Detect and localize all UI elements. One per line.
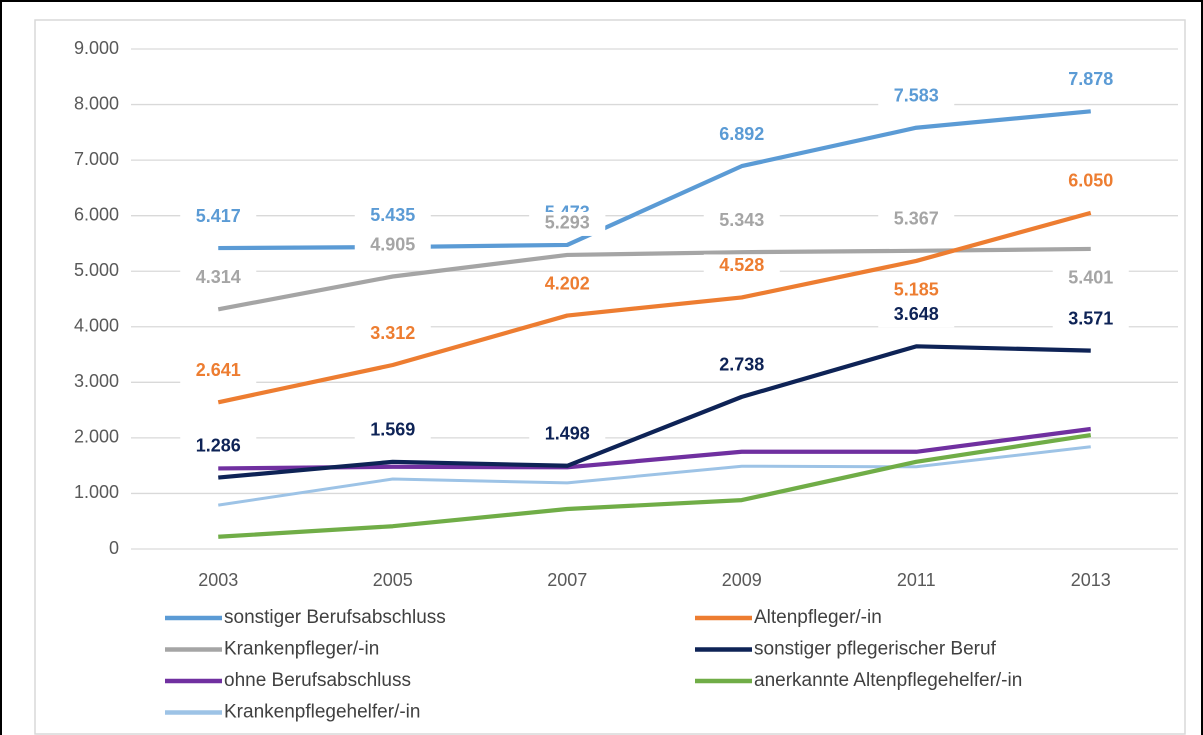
series-line xyxy=(217,210,1092,405)
data-label: 5.293 xyxy=(545,213,590,233)
data-label-bg xyxy=(354,322,431,346)
data-label: 2.738 xyxy=(719,355,764,375)
x-tick-label: 2005 xyxy=(373,570,413,590)
data-label-bg xyxy=(878,207,955,232)
legend-label: Altenpfleger/-in xyxy=(754,607,882,628)
y-tick-label: 2.000 xyxy=(74,427,119,447)
data-label: 7.878 xyxy=(1068,69,1113,89)
data-label-bg xyxy=(703,123,780,148)
data-label-bg xyxy=(180,205,257,230)
x-tick-label: 2003 xyxy=(198,570,238,590)
y-tick-label: 4.000 xyxy=(74,316,119,336)
data-label-bg xyxy=(1052,266,1129,291)
legend-label: anerkannte Altenpflegehelfer/-in xyxy=(754,670,1022,691)
x-tick-label: 2007 xyxy=(547,570,587,590)
y-tick-label: 1.000 xyxy=(74,482,119,502)
data-label-bg xyxy=(703,254,780,279)
data-label-bg xyxy=(703,209,780,234)
legend-label: sonstiger Berufsabschluss xyxy=(224,607,446,628)
data-label-bg xyxy=(354,418,431,443)
y-tick-label: 7.000 xyxy=(74,149,119,169)
data-label: 5.185 xyxy=(894,280,939,300)
data-label-bg xyxy=(878,278,955,303)
y-tick-label: 8.000 xyxy=(74,93,119,113)
data-label-bg xyxy=(180,359,257,384)
data-label: 5.435 xyxy=(370,205,415,225)
data-label-bg xyxy=(529,272,606,297)
series-line xyxy=(218,433,1092,539)
legend-label: ohne Berufsabschluss xyxy=(224,670,411,691)
data-label: 6.050 xyxy=(1068,171,1113,191)
y-tick-label: 5.000 xyxy=(74,260,119,280)
x-tick-label: 2009 xyxy=(722,570,762,590)
data-label: 4.905 xyxy=(370,234,415,254)
data-label-bg xyxy=(180,434,257,459)
data-label-bg xyxy=(878,303,955,328)
data-label: 3.312 xyxy=(370,323,415,343)
series-line xyxy=(218,445,1091,507)
y-tick-label: 0 xyxy=(109,538,119,558)
data-label: 2.641 xyxy=(196,360,241,380)
data-label: 3.571 xyxy=(1068,308,1113,328)
y-tick-label: 3.000 xyxy=(74,371,119,391)
data-label-bg xyxy=(1052,169,1129,194)
data-label: 1.569 xyxy=(370,420,415,440)
series-line xyxy=(217,246,1091,312)
data-label: 4.528 xyxy=(719,255,764,275)
data-label: 5.367 xyxy=(894,209,939,229)
data-label: 5.417 xyxy=(196,206,241,226)
data-label-bg xyxy=(180,266,257,291)
data-label-bg xyxy=(529,211,606,236)
y-tick-label: 9.000 xyxy=(74,38,119,58)
data-label-bg xyxy=(354,204,431,229)
data-label: 3.648 xyxy=(894,304,939,324)
data-label: 4.202 xyxy=(545,273,590,293)
data-label-bg xyxy=(529,422,606,447)
x-tick-label: 2013 xyxy=(1071,570,1111,590)
legend-label: sonstiger pflegerischer Beruf xyxy=(754,639,997,660)
data-label-bg xyxy=(1052,68,1129,93)
series-line xyxy=(218,426,1092,471)
data-label: 6.892 xyxy=(719,124,764,144)
data-label: 5.343 xyxy=(719,210,764,230)
data-label-bg xyxy=(878,84,955,109)
data-label-bg xyxy=(1052,307,1129,332)
legend-label: Krankenpflegehelfer/-in xyxy=(224,702,420,723)
data-label: 4.314 xyxy=(196,267,241,287)
data-label: 7.583 xyxy=(894,85,939,105)
data-label: 1.286 xyxy=(196,435,241,455)
legend-label: Krankenpfleger/-in xyxy=(224,639,379,660)
data-label-bg xyxy=(354,233,431,258)
y-tick-label: 6.000 xyxy=(74,204,119,224)
series-line xyxy=(218,344,1091,480)
data-label: 1.498 xyxy=(545,424,590,444)
data-label-bg xyxy=(703,353,780,378)
data-label: 5.401 xyxy=(1068,268,1113,288)
x-tick-label: 2011 xyxy=(897,570,936,590)
